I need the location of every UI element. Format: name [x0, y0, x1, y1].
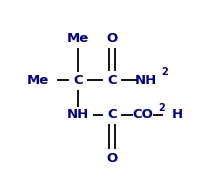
- Text: NH: NH: [67, 108, 89, 122]
- Text: 2: 2: [161, 67, 168, 77]
- Text: O: O: [106, 31, 118, 45]
- Text: C: C: [73, 73, 83, 87]
- Text: CO: CO: [132, 108, 153, 122]
- Text: O: O: [106, 152, 118, 164]
- Text: C: C: [107, 108, 117, 122]
- Text: C: C: [107, 73, 117, 87]
- Text: H: H: [172, 108, 183, 122]
- Text: Me: Me: [67, 31, 89, 45]
- Text: Me: Me: [27, 73, 49, 87]
- Text: 2: 2: [158, 103, 165, 113]
- Text: NH: NH: [135, 73, 157, 87]
